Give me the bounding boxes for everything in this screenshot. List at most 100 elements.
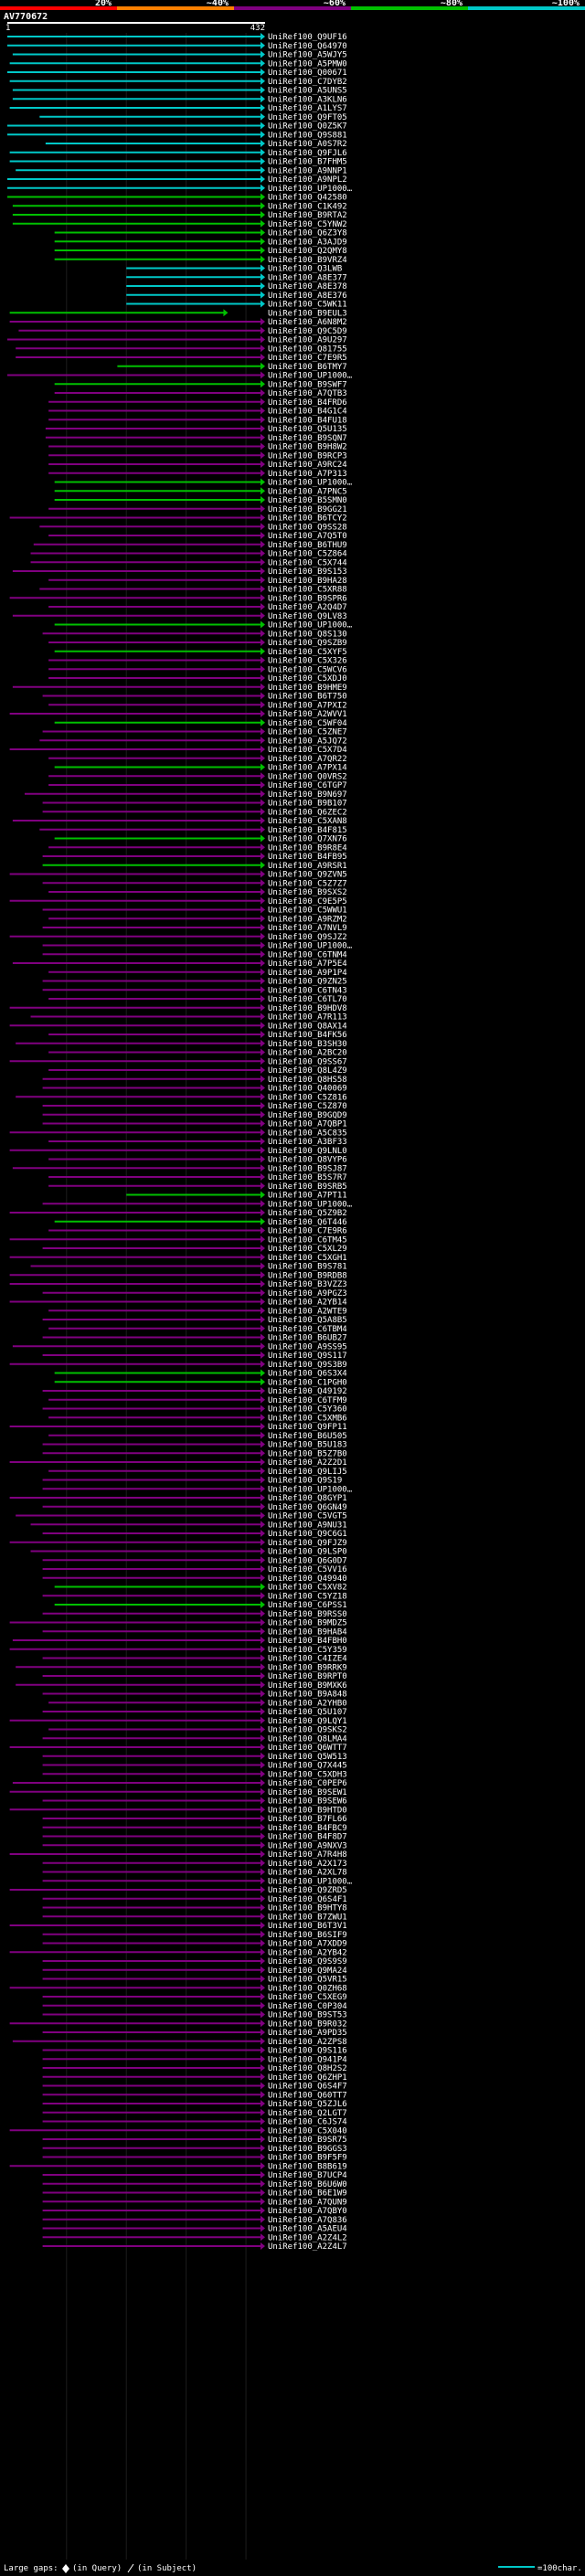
alignment-row: UniRef100_Q6Z3Y8 bbox=[54, 228, 347, 239]
alignment-arrow bbox=[261, 995, 265, 1002]
alignment-arrow bbox=[261, 140, 265, 147]
alignment-row: UniRef100_Q7X445 bbox=[42, 1761, 347, 1771]
subject-label: UniRef100_Q81755 bbox=[268, 345, 347, 354]
alignment-arrow bbox=[261, 2126, 265, 2135]
alignment-row: UniRef100_B7ZWU1 bbox=[42, 1913, 347, 1922]
alignment-arrow bbox=[261, 1592, 265, 1600]
subject-label: UniRef100_A9NPL2 bbox=[268, 175, 347, 185]
subject-label: UniRef100_C4IZE4 bbox=[268, 1655, 347, 1664]
alignment-arrow bbox=[261, 1787, 265, 1796]
subject-label: UniRef100_A7Q5T0 bbox=[268, 532, 347, 541]
subject-label: UniRef100_A7PX14 bbox=[268, 764, 347, 773]
alignment-arrow bbox=[261, 1601, 265, 1608]
subject-label: UniRef100_Q9S19 bbox=[268, 1477, 342, 1486]
alignment-row: UniRef100_UP1000… bbox=[42, 1200, 353, 1209]
alignment-row: UniRef100_A9RSR1 bbox=[42, 861, 347, 871]
subject-label: UniRef100_A5UNS5 bbox=[268, 87, 347, 96]
subject-label: UniRef100_Q9S881 bbox=[268, 131, 347, 140]
subject-label: UniRef100_C5Z7Z7 bbox=[268, 879, 347, 888]
alignment-arrow bbox=[261, 2162, 265, 2170]
subject-label: UniRef100_B5SMN0 bbox=[268, 496, 347, 505]
alignment-row: UniRef100_A2BC20 bbox=[48, 1048, 347, 1058]
subject-label: UniRef100_Q6GN49 bbox=[268, 1503, 347, 1512]
subject-label: UniRef100_B6T3V1 bbox=[268, 1922, 347, 1931]
alignment-arrow bbox=[261, 879, 265, 887]
subject-label: UniRef100_Q9FT05 bbox=[268, 113, 347, 122]
alignment-row: UniRef100_B6UB27 bbox=[42, 1333, 347, 1343]
subject-label: UniRef100_Q6ZHP1 bbox=[268, 2073, 347, 2083]
subject-label: UniRef100_Q9FJZ9 bbox=[268, 1539, 347, 1548]
alignment-arrow bbox=[261, 1770, 265, 1778]
subject-label: UniRef100_C1K492 bbox=[268, 202, 347, 211]
alignment-arrow bbox=[261, 157, 265, 165]
alignment-row: UniRef100_A9PD35 bbox=[42, 2029, 347, 2038]
alignment-row: UniRef100_Q9FJZ9 bbox=[9, 1538, 347, 1548]
alignment-row: UniRef100_C5XEG9 bbox=[42, 1993, 347, 2002]
alignment-row: UniRef100_B9SWF7 bbox=[54, 380, 347, 389]
alignment-row: UniRef100_C5WWU1 bbox=[42, 906, 347, 916]
subject-label: UniRef100_A7QUN9 bbox=[268, 2198, 347, 2207]
subject-label: UniRef100_B9SR75 bbox=[268, 2136, 347, 2145]
alignment-arrow bbox=[261, 1395, 265, 1404]
subject-label: UniRef100_Q6WTT7 bbox=[268, 1744, 347, 1753]
alignment-arrow bbox=[261, 727, 265, 736]
alignment-arrow bbox=[261, 1066, 265, 1074]
subject-label: UniRef100_C7E9R6 bbox=[268, 1227, 347, 1236]
alignment-arrow bbox=[261, 620, 265, 629]
alignment-row: UniRef100_C5Z864 bbox=[30, 549, 347, 559]
subject-label: UniRef100_B4F8D7 bbox=[268, 1833, 347, 1842]
alignment-arrow bbox=[261, 692, 265, 700]
alignment-row: UniRef100_Q6WTT7 bbox=[9, 1744, 347, 1753]
alignment-row: UniRef100_A7QBP1 bbox=[42, 1119, 347, 1129]
subject-label: UniRef100_Q6S3X4 bbox=[268, 1370, 347, 1379]
subject-label: UniRef100_B9RCP3 bbox=[268, 451, 347, 461]
alignment-arrow bbox=[261, 1859, 265, 1867]
alignment-arrow bbox=[261, 772, 265, 780]
subject-label: UniRef100_B9S153 bbox=[268, 567, 347, 577]
alignment-arrow bbox=[261, 59, 265, 68]
alignment-arrow bbox=[261, 255, 265, 263]
subject-label: UniRef100_C6TBM4 bbox=[268, 1325, 347, 1334]
alignment-row: UniRef100_Q9FP11 bbox=[9, 1423, 347, 1432]
subject-label: UniRef100_B7ZWU1 bbox=[268, 1913, 347, 1922]
subject-label: UniRef100_B9RPT0 bbox=[268, 1672, 347, 1681]
alignment-arrow bbox=[261, 1316, 265, 1323]
alignment-arrow bbox=[261, 718, 265, 726]
alignment-arrow bbox=[261, 2108, 265, 2116]
alignment-row: UniRef100_Q9SKS2 bbox=[48, 1725, 347, 1735]
alignment-arrow bbox=[261, 2091, 265, 2099]
subject-label: UniRef100_C6TM45 bbox=[268, 1235, 347, 1245]
subject-label: UniRef100_A0S7R2 bbox=[268, 140, 347, 149]
subject-label: UniRef100_B9RSS0 bbox=[268, 1610, 347, 1619]
subject-label: UniRef100_Q941P4 bbox=[268, 2055, 347, 2064]
subject-label: UniRef100_A9PGZ3 bbox=[268, 1289, 347, 1299]
subject-label: UniRef100_Q9ZVN5 bbox=[268, 871, 347, 880]
subject-label: UniRef100_A9NU31 bbox=[268, 1521, 347, 1530]
alignment-arrow bbox=[261, 959, 265, 967]
subject-label: UniRef100_B5Z7B0 bbox=[268, 1449, 347, 1458]
alignment-row: UniRef100_C0PEP6 bbox=[12, 1779, 347, 1788]
alignment-row: UniRef100_Q49940 bbox=[42, 1574, 347, 1584]
subject-label: UniRef100_C5YNW2 bbox=[268, 220, 347, 229]
alignment-row: UniRef100_B9F5F9 bbox=[42, 2153, 347, 2163]
scale-bar bbox=[498, 2566, 535, 2568]
alignment-arrow bbox=[261, 228, 265, 237]
alignment-arrow bbox=[261, 131, 265, 139]
alignment-arrow bbox=[261, 1672, 265, 1680]
alignment-arrow bbox=[261, 603, 265, 610]
alignment-row: UniRef100_C5XDJ0 bbox=[48, 674, 347, 684]
alignment-arrow bbox=[261, 478, 265, 486]
subject-label: UniRef100_UP1000… bbox=[268, 942, 353, 951]
alignment-arrow bbox=[261, 549, 265, 557]
alignment-row: UniRef100_Q64970 bbox=[7, 41, 347, 51]
subject-label: UniRef100_B9F5F9 bbox=[268, 2154, 347, 2163]
alignment-row: UniRef100_B8B619 bbox=[9, 2162, 347, 2171]
subject-label: UniRef100_B6E1W9 bbox=[268, 2189, 347, 2199]
alignment-row: UniRef100_Q8AX14 bbox=[9, 1022, 347, 1031]
alignment-row: UniRef100_C5XGH1 bbox=[9, 1253, 347, 1263]
subject-label: UniRef100_A2BC20 bbox=[268, 1049, 347, 1058]
subject-label: UniRef100_C0P304 bbox=[268, 2002, 347, 2011]
subject-label: UniRef100_A8E376 bbox=[268, 292, 347, 301]
alignment-row: UniRef100_B9GGS3 bbox=[42, 2144, 347, 2154]
alignment-row: UniRef100_Q5VR15 bbox=[42, 1975, 347, 1985]
